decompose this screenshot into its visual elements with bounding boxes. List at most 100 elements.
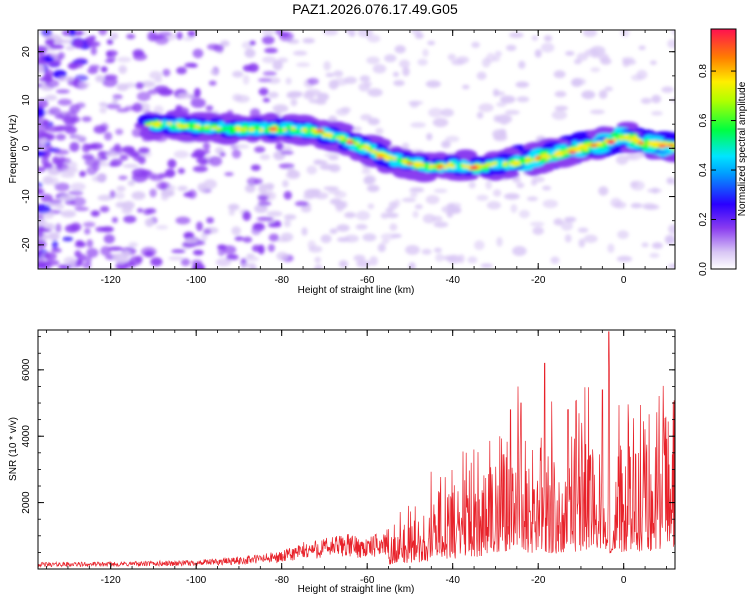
heatmap-noise-blob	[116, 185, 126, 192]
heatmap-noise-blob	[428, 107, 443, 118]
heatmap-noise-blob	[70, 182, 86, 191]
heatmap-noise-blob	[79, 170, 86, 177]
heatmap-noise-blob	[242, 210, 251, 221]
heatmap-noise-blob	[282, 180, 289, 188]
heatmap-noise-blob	[40, 193, 53, 203]
colorbar-frame	[710, 28, 737, 270]
heatmap-noise-blob	[38, 219, 47, 225]
heatmap-noise-blob	[132, 102, 143, 113]
heatmap-noise-blob	[590, 67, 601, 73]
heatmap-noise-blob	[48, 199, 63, 204]
heatmap-ridge-blob	[340, 136, 345, 140]
heatmap-ridge-blob	[229, 128, 237, 133]
heatmap-noise-blob	[335, 206, 344, 213]
heatmap-noise-blob	[231, 226, 241, 236]
heatmap-noise-blob	[352, 126, 362, 132]
heatmap-noise-blob	[287, 91, 303, 97]
heatmap-noise-blob	[369, 256, 378, 266]
heatmap-noise-blob	[445, 135, 460, 143]
heatmap-noise-blob	[111, 217, 118, 223]
heatmap-noise-blob	[56, 203, 65, 210]
heatmap-ridge-blob	[383, 155, 390, 159]
heatmap-noise-blob	[63, 256, 77, 266]
heatmap-noise-blob	[294, 200, 309, 207]
y-tick-label: 20	[21, 46, 32, 58]
heatmap-noise-blob	[244, 256, 260, 262]
heatmap-noise-blob	[168, 185, 176, 191]
heatmap-noise-blob	[638, 45, 646, 50]
heatmap-noise-blob	[433, 188, 448, 193]
heatmap-noise-blob	[194, 87, 201, 98]
heatmap-noise-blob	[280, 232, 294, 242]
heatmap-noise-blob	[58, 195, 75, 201]
heatmap-noise-blob	[540, 42, 555, 53]
heatmap-noise-blob	[90, 46, 98, 56]
heatmap-noise-blob	[668, 263, 675, 269]
heatmap-noise-blob	[362, 233, 377, 242]
heatmap-noise-blob	[377, 243, 386, 253]
heatmap-noise-blob	[405, 245, 420, 255]
heatmap-noise-blob	[353, 254, 366, 262]
y-tick-label: 0	[21, 145, 32, 151]
y-tick-label: -10	[21, 189, 32, 204]
heatmap-noise-blob	[77, 82, 91, 88]
heatmap-ridge-blob	[374, 151, 379, 154]
heatmap-noise-blob	[256, 216, 273, 222]
heatmap-noise-blob	[433, 221, 449, 228]
heatmap-noise-blob	[485, 180, 493, 190]
heatmap-noise-blob	[366, 56, 380, 65]
heatmap-ridge-blob	[649, 141, 656, 145]
heatmap-noise-blob	[38, 261, 48, 267]
heatmap-ridge-blob	[443, 165, 448, 170]
heatmap-noise-blob	[115, 128, 124, 135]
heatmap-noise-blob	[64, 224, 79, 233]
heatmap-noise-blob	[126, 33, 136, 40]
heatmap-noise-blob	[607, 243, 615, 253]
heatmap-noise-blob	[219, 151, 226, 157]
heatmap-ridge-blob	[462, 165, 469, 169]
heatmap-ridge-blob	[518, 158, 525, 164]
heatmap-noise-blob	[598, 89, 608, 99]
heatmap-noise-blob	[135, 82, 144, 90]
heatmap-noise-blob	[426, 133, 433, 141]
x-tick-label: -80	[274, 275, 289, 286]
x-tick-label: -100	[186, 275, 206, 286]
heatmap-noise-blob	[317, 92, 329, 102]
heatmap-noise-blob	[617, 230, 629, 240]
heatmap-noise-blob	[184, 237, 199, 244]
heatmap-hot-spot	[436, 164, 444, 170]
heatmap-noise-blob	[267, 77, 281, 84]
heatmap-noise-blob	[616, 255, 633, 262]
heatmap-noise-blob	[100, 66, 108, 73]
heatmap-hot-spot	[658, 144, 667, 148]
heatmap-noise-blob	[493, 91, 506, 96]
heatmap-noise-blob	[621, 56, 635, 63]
heatmap-noise-blob	[307, 77, 319, 85]
heatmap-noise-blob	[262, 35, 275, 45]
heatmap-noise-blob	[254, 146, 266, 153]
heatmap-ridge-blob	[156, 121, 163, 125]
heatmap-noise-blob	[109, 32, 119, 40]
heatmap-hot-spot	[568, 150, 577, 154]
heatmap-noise-blob	[140, 80, 156, 88]
heatmap-noise-blob	[86, 248, 99, 258]
heatmap-noise-blob	[280, 32, 290, 37]
heatmap-noise-blob	[565, 51, 575, 56]
heatmap-noise-blob	[115, 192, 125, 200]
heatmap-noise-blob	[512, 176, 521, 183]
heatmap-ridge-blob	[525, 160, 529, 164]
heatmap-noise-blob	[131, 191, 146, 200]
heatmap-noise-blob	[38, 188, 45, 195]
heatmap-noise-blob	[615, 154, 629, 165]
heatmap-noise-blob	[45, 38, 55, 46]
heatmap-noise-blob	[666, 236, 674, 245]
heatmap-noise-blob	[85, 255, 92, 264]
snr-series-line	[38, 331, 675, 568]
colorbar-label: Normalized spectral amplitude	[737, 81, 748, 216]
heatmap-noise-blob	[361, 169, 372, 175]
heatmap-noise-blob	[262, 71, 277, 76]
colorbar-tick-label: 0.6	[698, 113, 709, 127]
heatmap-noise-blob	[118, 175, 128, 181]
heatmap-noise-blob	[446, 203, 456, 212]
